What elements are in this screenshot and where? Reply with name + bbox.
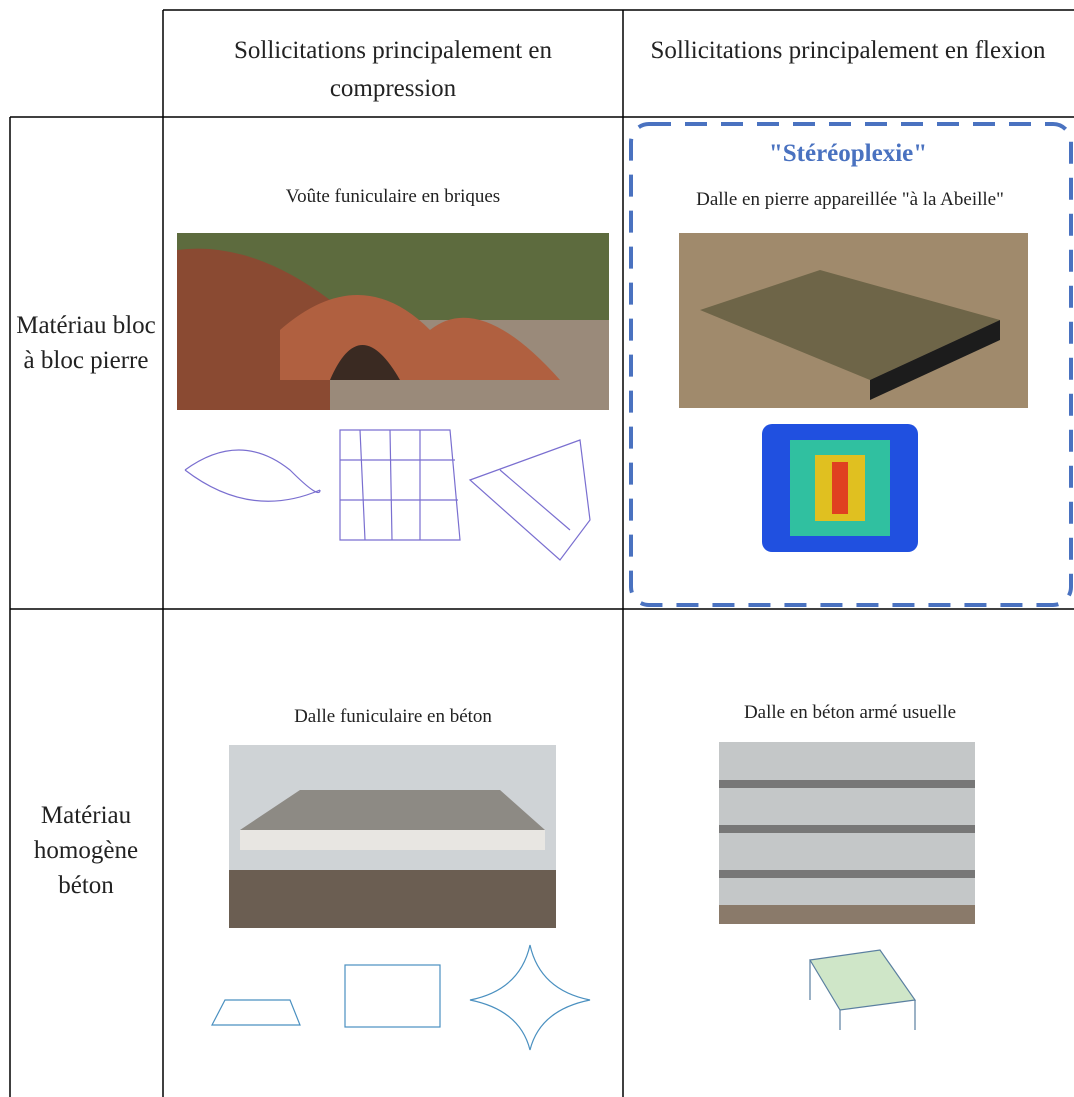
- column-header: Sollicitations principalement en compres…: [234, 37, 552, 102]
- cell-caption: Dalle en béton armé usuelle: [743, 702, 957, 723]
- concrete-slab-photo: [229, 745, 556, 928]
- cell-caption: Voûte funiculaire en briques: [285, 186, 501, 207]
- concrete-meshes: [211, 944, 591, 1051]
- row-label: Matériau bloc à bloc pierre: [16, 312, 156, 374]
- brick-vault-photo: [177, 233, 609, 410]
- column-header: Sollicitations principalement en flexion: [650, 37, 1046, 64]
- highlight-frame: [629, 122, 1073, 607]
- stress-heatmap: [762, 424, 918, 552]
- building-photo: [719, 742, 975, 924]
- funicular-meshes: [184, 429, 591, 561]
- row-label: Matériau homogène béton: [33, 802, 139, 899]
- stone-slab-photo: [679, 233, 1028, 408]
- slab-drawing: [809, 949, 917, 1030]
- cell-caption: Dalle en pierre appareillée "à la Abeill…: [696, 189, 1004, 210]
- table-grid: [9, 9, 1074, 1097]
- cell-caption: Dalle funiculaire en béton: [294, 706, 492, 727]
- highlight-title: "Stéréoplexie": [768, 140, 928, 167]
